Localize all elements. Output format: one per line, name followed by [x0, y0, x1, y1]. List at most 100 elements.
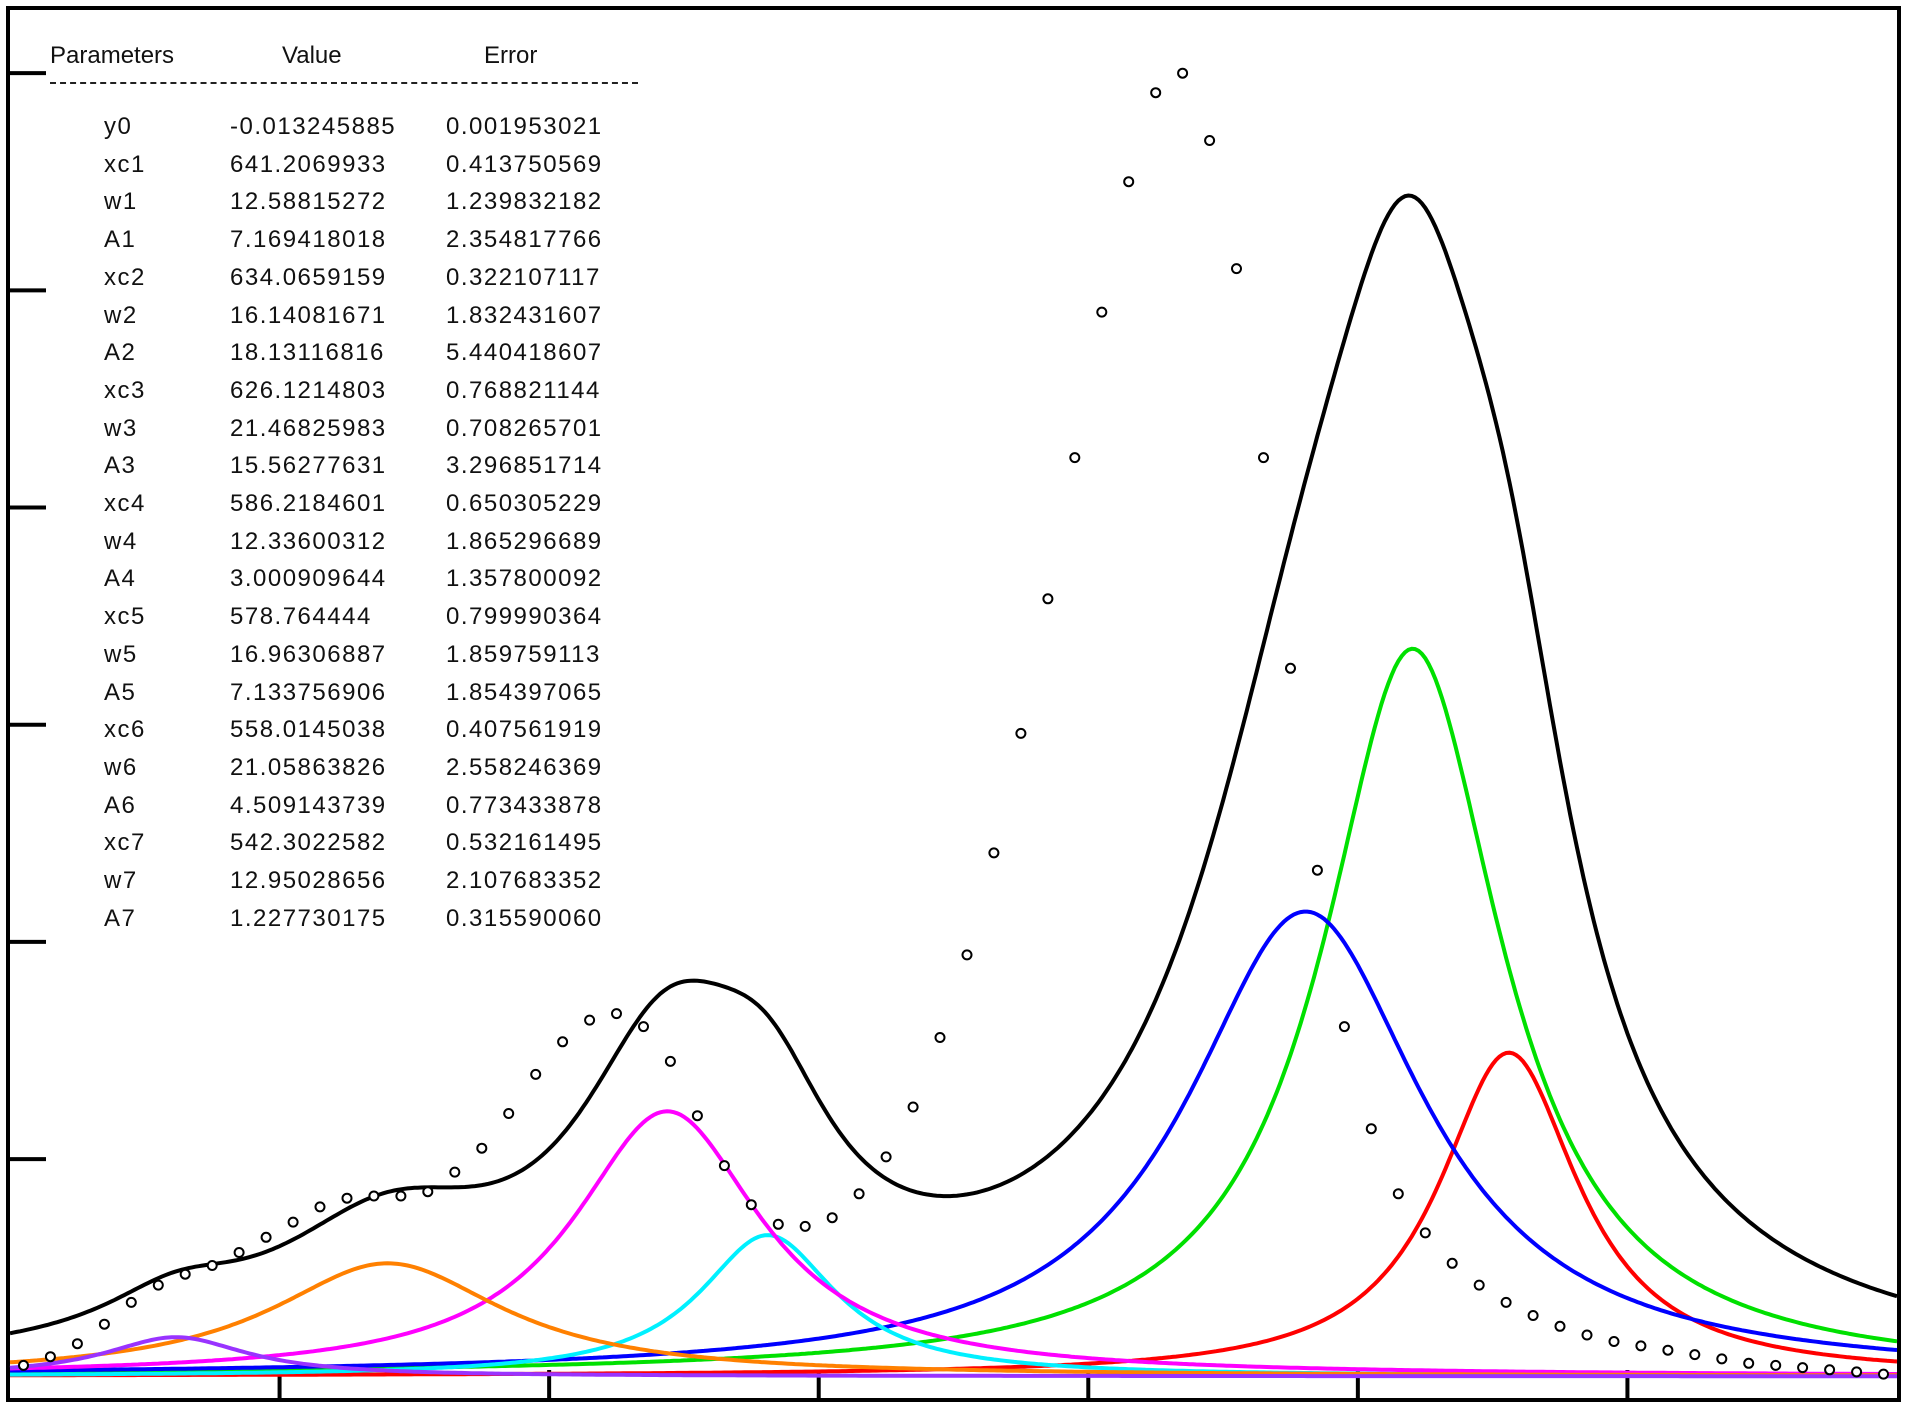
parameter-name: A5	[104, 678, 137, 706]
parameter-error: 0.768821144	[446, 376, 601, 404]
parameter-name: w3	[104, 414, 138, 442]
parameter-name: A6	[104, 791, 137, 819]
parameter-row: w7 12.95028656 2.107683352	[0, 867, 700, 897]
parameter-name: w5	[104, 640, 138, 668]
parameter-error: 1.859759113	[446, 640, 601, 668]
parameter-value: 4.509143739	[230, 791, 387, 819]
parameter-row: xc5 578.764444 0.799990364	[0, 603, 700, 633]
parameter-error: 2.558246369	[446, 753, 603, 781]
data-point	[1527, 1310, 1539, 1321]
parameter-error: 1.239832182	[446, 188, 603, 216]
parameter-row: xc3 626.1214803 0.768821144	[0, 377, 700, 407]
parameter-name: w2	[104, 301, 138, 329]
parameter-row: xc6 558.0145038 0.407561919	[0, 716, 700, 746]
parameter-row: A1 7.169418018 2.354817766	[0, 226, 700, 256]
data-point	[44, 1351, 56, 1363]
data-point	[1797, 1362, 1809, 1374]
data-point	[1419, 1227, 1431, 1239]
parameter-row: A4 3.000909644 1.357800092	[0, 565, 700, 595]
parameter-value: 12.95028656	[230, 867, 387, 894]
parameter-error: 1.832431607	[446, 301, 603, 329]
data-point	[1689, 1349, 1701, 1361]
parameter-name: w1	[104, 188, 138, 216]
header-error: Error	[484, 42, 538, 69]
data-point	[206, 1260, 218, 1271]
data-point	[1204, 135, 1216, 146]
parameter-row: A2 18.13116816 5.440418607	[0, 339, 700, 369]
data-point	[233, 1247, 245, 1258]
parameter-row: A5 7.133756906 1.854397065	[0, 679, 700, 709]
cumulative-fit-curve	[9, 193, 1898, 1336]
parameter-error: 0.708265701	[446, 414, 603, 442]
data-point	[152, 1279, 164, 1291]
parameter-value: -0.013245885	[230, 113, 397, 140]
data-point	[125, 1296, 137, 1308]
data-point	[961, 949, 973, 961]
parameter-name: xc5	[104, 603, 146, 631]
parameter-name: xc2	[104, 263, 146, 291]
data-point	[557, 1036, 569, 1048]
parameter-error: 3.296851714	[446, 452, 603, 480]
data-points	[18, 67, 1889, 1380]
parameter-row: A7 1.227730175 0.315590060	[0, 905, 700, 935]
data-point	[1177, 67, 1189, 79]
parameter-name: xc7	[104, 829, 146, 857]
parameter-value: 18.13116816	[230, 339, 385, 367]
parameter-row: w6 21.05863826 2.558246369	[0, 754, 700, 784]
data-point	[1069, 452, 1081, 464]
parameter-value: 558.0145038	[230, 716, 387, 744]
parameter-name: xc4	[104, 490, 146, 517]
parameter-value: 16.96306887	[230, 640, 387, 668]
parameter-row: xc1 641.2069933 0.413750569	[0, 151, 700, 181]
data-point	[664, 1055, 676, 1067]
plot-border	[6, 6, 1901, 1402]
parameter-value: 12.58815272	[230, 188, 387, 216]
parameter-value: 12.33600312	[230, 527, 387, 555]
parameter-error: 0.773433878	[446, 791, 603, 819]
data-point	[1635, 1340, 1647, 1352]
data-point	[98, 1318, 110, 1330]
parameter-row: xc7 542.3022582 0.532161495	[0, 829, 700, 859]
parameter-value: 21.05863826	[230, 753, 387, 781]
parameter-value: 7.169418018	[230, 226, 387, 254]
header-value: Value	[282, 42, 342, 69]
parameter-row: w1 12.58815272 1.239832182	[0, 188, 700, 218]
data-point	[395, 1190, 407, 1202]
parameter-value: 1.227730175	[230, 904, 387, 932]
data-point	[1500, 1296, 1512, 1308]
data-point	[1554, 1320, 1566, 1332]
data-point	[1662, 1344, 1674, 1356]
parameter-error: 0.315590060	[446, 904, 603, 932]
parameter-row: A6 4.509143739 0.773433878	[0, 792, 700, 822]
data-point	[853, 1188, 865, 1200]
data-point	[1311, 864, 1323, 876]
parameter-row: w2 16.14081671 1.832431607	[0, 302, 700, 332]
parameter-value: 16.14081671	[230, 301, 387, 329]
parameter-value: 578.764444	[230, 603, 372, 631]
data-point	[1123, 176, 1135, 188]
data-point	[314, 1201, 326, 1213]
data-point	[1096, 306, 1108, 318]
data-point	[1824, 1364, 1836, 1376]
data-point	[1608, 1336, 1620, 1347]
peak-curve-peak2	[10, 646, 1898, 1374]
data-point	[880, 1151, 892, 1163]
data-point	[179, 1268, 191, 1280]
data-point	[1338, 1021, 1350, 1033]
data-point	[503, 1108, 515, 1119]
data-point	[1716, 1353, 1728, 1365]
data-point	[1878, 1368, 1889, 1380]
parameter-name: w4	[104, 527, 138, 555]
parameter-name: w7	[104, 867, 138, 894]
data-point	[638, 1021, 649, 1033]
parameter-row: w4 12.33600312 1.865296689	[0, 528, 700, 558]
data-point	[1258, 452, 1269, 464]
data-point	[530, 1068, 542, 1080]
parameter-error: 0.413750569	[446, 150, 603, 178]
data-point	[449, 1166, 461, 1178]
parameter-value: 3.000909644	[230, 565, 387, 593]
parameter-row: xc2 634.0659159 0.322107117	[0, 264, 700, 294]
data-point	[341, 1192, 353, 1204]
data-point	[1231, 263, 1242, 275]
